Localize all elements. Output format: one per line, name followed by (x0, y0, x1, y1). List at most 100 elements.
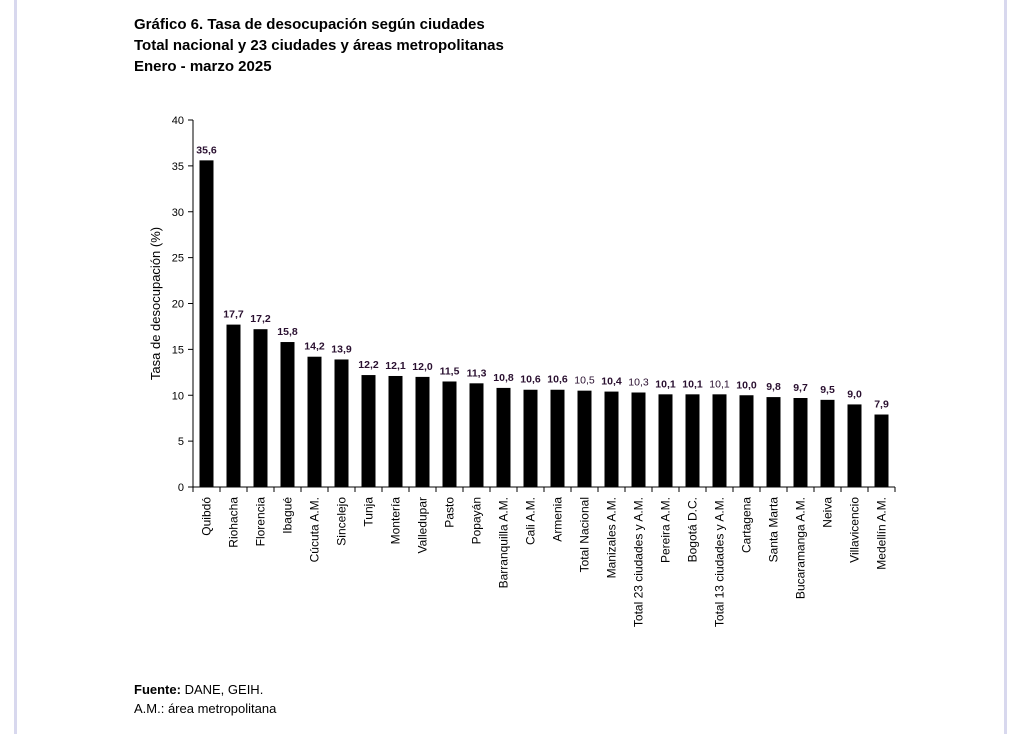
footnote: A.M.: área metropolitana (134, 701, 277, 716)
category-label: Riohacha (227, 497, 241, 548)
category-label: Ibagué (281, 497, 295, 534)
category-label: Popayán (470, 497, 484, 544)
data-label: 11,3 (467, 367, 487, 379)
chart-footer: Fuente: DANE, GEIH. A.M.: área metropoli… (134, 680, 276, 718)
bar (685, 394, 700, 487)
data-label: 11,5 (440, 365, 460, 377)
bar (793, 398, 808, 487)
chart-title: Gráfico 6. Tasa de desocupación según ci… (134, 14, 504, 77)
data-label: 12,2 (358, 359, 379, 371)
y-axis-title: Tasa de desocupación (%) (148, 227, 163, 380)
data-label: 10,1 (682, 378, 703, 390)
category-label: Tunja (362, 497, 376, 527)
y-tick-label: 5 (178, 436, 184, 448)
data-label: 35,6 (196, 144, 217, 156)
title-line-1: Gráfico 6. Tasa de desocupación según ci… (134, 16, 485, 33)
bar (442, 381, 457, 487)
data-label: 10,5 (574, 375, 595, 387)
category-label: Montería (389, 497, 403, 545)
data-label: 12,1 (385, 360, 406, 372)
y-tick-label: 25 (172, 253, 184, 265)
title-line-3: Enero - marzo 2025 (134, 58, 272, 75)
category-label: Manizales A.M. (605, 497, 619, 578)
category-label: Cali A.M. (524, 497, 538, 545)
bar (874, 414, 889, 487)
data-label: 10,0 (736, 379, 757, 391)
bar (469, 383, 484, 487)
page-frame-left (14, 0, 17, 734)
bar (361, 375, 376, 487)
data-label: 17,7 (223, 309, 244, 321)
source-line: Fuente: DANE, GEIH. (134, 680, 276, 699)
bar (604, 391, 619, 487)
category-label: Florencia (254, 497, 268, 547)
source-text: DANE, GEIH. (180, 682, 264, 697)
data-label: 10,8 (493, 372, 514, 384)
data-label: 10,1 (709, 378, 730, 390)
category-label: Pasto (443, 497, 457, 528)
data-label: 14,2 (304, 341, 325, 353)
bar (307, 356, 322, 487)
bar (523, 389, 538, 487)
data-label: 10,6 (520, 374, 541, 386)
category-label: Cúcuta A.M. (308, 497, 322, 562)
y-tick-label: 30 (172, 207, 184, 219)
bar (820, 399, 835, 487)
category-label: Bucaramanga A.M. (794, 497, 808, 599)
category-label: Neiva (821, 497, 835, 528)
data-label: 10,6 (547, 374, 568, 386)
data-label: 10,1 (655, 378, 676, 390)
bar (280, 342, 295, 487)
bar (550, 389, 565, 487)
data-label: 9,8 (766, 381, 781, 393)
category-label: Total 13 ciudades y A.M. (713, 497, 727, 627)
bar (388, 375, 403, 487)
category-label: Medellín A.M. (875, 497, 889, 570)
bar (766, 397, 781, 487)
y-tick-label: 35 (172, 161, 184, 173)
category-label: Armenia (551, 497, 565, 542)
data-label: 7,9 (874, 399, 889, 411)
bar (253, 329, 268, 487)
bar (712, 394, 727, 487)
category-label: Valledupar (416, 497, 430, 553)
data-label: 9,5 (820, 384, 835, 396)
category-label: Villavicencio (848, 497, 862, 563)
bar (496, 387, 511, 487)
bar (199, 160, 214, 487)
data-label: 10,4 (601, 376, 622, 388)
category-label: Bogotá D.C. (686, 497, 700, 562)
y-tick-label: 20 (172, 299, 184, 311)
category-label: Pereira A.M. (659, 497, 673, 563)
bar-chart: 0 5 10 15 20 25 30 35 40 Tasa de desocupación (%)… (148, 115, 896, 627)
y-tick-label: 15 (172, 344, 184, 356)
bar (334, 359, 349, 487)
category-label: Cartagena (740, 497, 754, 553)
bar (847, 404, 862, 487)
bar (658, 394, 673, 487)
category-label: Barranquilla A.M. (497, 497, 511, 588)
y-tick-label: 0 (178, 482, 184, 494)
data-label: 13,9 (331, 343, 352, 355)
data-label: 10,3 (628, 376, 649, 388)
data-label: 17,2 (250, 313, 271, 325)
source-label: Fuente: (134, 682, 181, 697)
data-label: 15,8 (277, 326, 298, 338)
category-label: Total 23 ciudades y A.M. (632, 497, 646, 627)
bar (577, 390, 592, 487)
y-tick-label: 40 (172, 115, 184, 127)
bar (631, 392, 646, 487)
bar (226, 324, 241, 487)
bar (739, 395, 754, 487)
data-label: 12,0 (412, 361, 433, 373)
y-tick-label: 10 (172, 390, 184, 402)
category-label: Quibdó (200, 497, 214, 536)
bar (415, 376, 430, 487)
category-label: Total Nacional (578, 497, 592, 572)
category-label: Sincelejo (335, 497, 349, 546)
title-line-2: Total nacional y 23 ciudades y áreas met… (134, 37, 504, 54)
category-label: Santa Marta (767, 497, 781, 563)
page-frame-right (1004, 0, 1007, 734)
data-label: 9,0 (847, 388, 862, 400)
data-label: 9,7 (793, 382, 808, 394)
